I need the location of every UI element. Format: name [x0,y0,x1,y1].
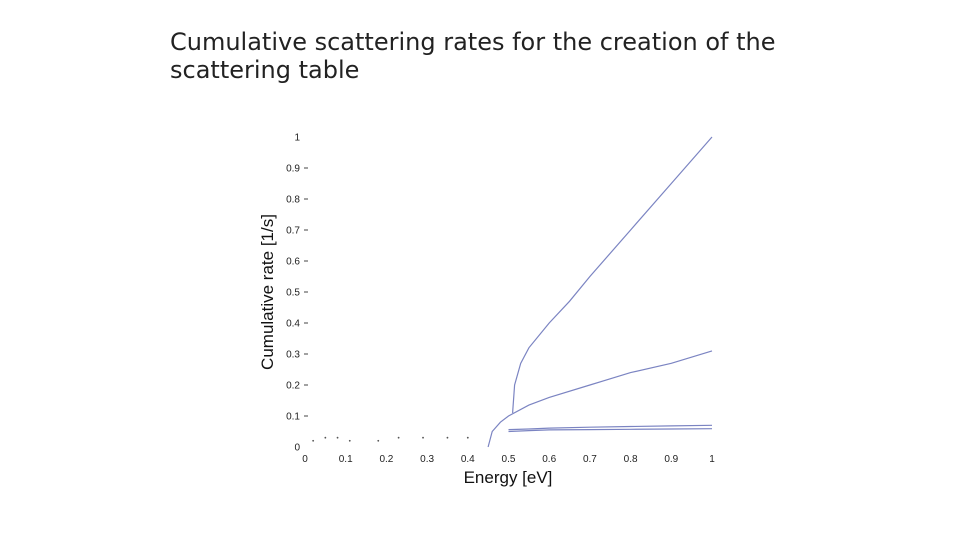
y-tick-label: 0.7 [286,226,300,237]
data-point [324,436,327,439]
y-tick-label: 0.2 [286,381,300,392]
series-line-2 [508,428,713,433]
data-point [422,436,424,439]
y-tick-label: 0.4 [286,319,300,330]
data-point [377,439,380,442]
y-tick-label: 0.8 [286,195,300,206]
x-tick-label: 0.7 [583,454,597,465]
y-tick-label: 1 [294,133,300,144]
y-tick-label: 0.3 [286,350,300,361]
slide-title-line-1: Cumulative scattering rates for the crea… [170,28,776,56]
y-tick-label: 0.9 [286,164,300,175]
slide-title: Cumulative scattering rates for the crea… [170,28,870,84]
y-tick-label: 0.5 [286,288,300,299]
data-point [397,436,400,439]
series-line-4 [487,350,713,448]
x-tick-label: 0.6 [542,454,556,465]
y-axis-ticks: 0 0.1 0.2 0.3 0.4 0.5 0.6 0.7 0.8 0.9 1 [286,133,308,454]
series-line-3 [508,424,713,431]
series-group [312,136,713,448]
data-point [312,439,315,442]
data-point [446,436,449,439]
x-tick-label: 1 [709,454,715,465]
data-point [348,439,351,442]
x-tick-label: 0.9 [664,454,678,465]
x-tick-label: 0.4 [461,454,475,465]
x-tick-label: 0.5 [502,454,516,465]
data-point [336,436,339,439]
data-point [466,436,469,439]
x-tick-label: 0.8 [624,454,638,465]
y-tick-label: 0.1 [286,412,300,423]
x-tick-label: 0.3 [420,454,434,465]
slide-title-line-2: scattering table [170,56,360,84]
x-tick-label: 0 [302,454,308,465]
x-axis-ticks: 0 0.1 0.2 0.3 0.4 0.5 0.6 0.7 0.8 0.9 1 [302,454,715,465]
y-tick-label: 0 [294,443,300,454]
x-tick-label: 0.2 [379,454,393,465]
series-line-5 [512,136,713,413]
x-tick-label: 0.1 [339,454,353,465]
y-tick-label: 0.6 [286,257,300,268]
x-axis-label: Energy [eV] [464,468,553,487]
y-axis-label: Cumulative rate [1/s] [258,214,277,370]
